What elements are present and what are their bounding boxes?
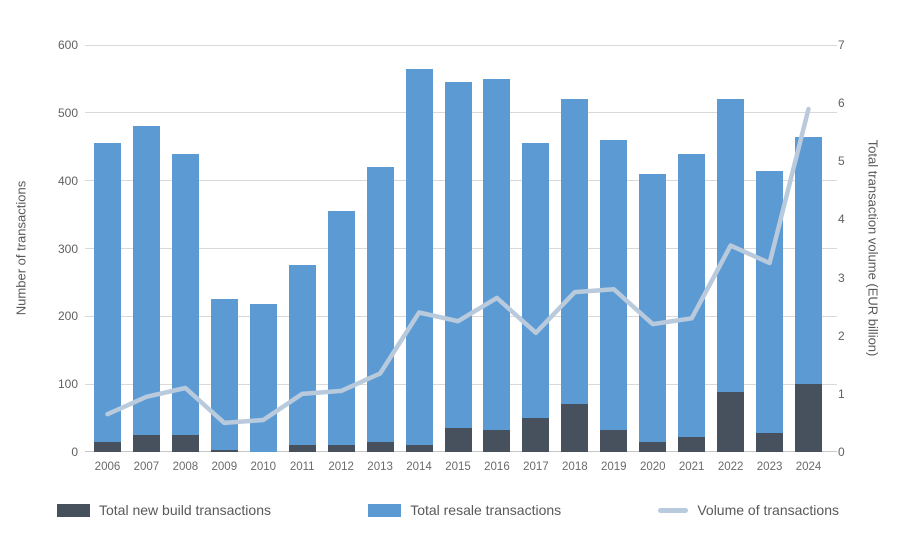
- bar-resale-2021: [678, 153, 706, 438]
- bar-resale-2020: [639, 173, 667, 442]
- x-axis-tick-2013: 2013: [367, 461, 393, 473]
- bar-new-build-2015: [444, 427, 472, 452]
- left-axis-title: Number of transactions: [13, 180, 29, 316]
- bar-resale-2024: [795, 136, 823, 385]
- x-axis-tick-2018: 2018: [562, 461, 588, 473]
- y-axis-left-tick-100: 100: [57, 377, 78, 392]
- bar-new-build-2019: [600, 429, 628, 452]
- bar-resale-2012: [327, 211, 355, 446]
- y-axis-left-tick-200: 200: [57, 309, 78, 324]
- bar-resale-2017: [522, 143, 550, 419]
- bar-new-build-2016: [483, 430, 511, 452]
- plot-area: [85, 44, 837, 452]
- new-build-swatch-icon: [57, 504, 90, 517]
- bar-new-build-2017: [522, 418, 550, 452]
- y-axis-left-tick-400: 400: [57, 173, 78, 188]
- x-axis-tick-2019: 2019: [600, 461, 627, 473]
- bar-resale-2006: [93, 143, 121, 442]
- y-axis-right-tick-0: 0: [838, 445, 845, 459]
- gridline: [85, 44, 837, 46]
- y-axis-left-tick-600: 600: [57, 38, 78, 52]
- bar-resale-2010: [249, 304, 277, 452]
- legend-item-volume: Volume of transactions: [658, 502, 839, 519]
- y-axis-right-tick-7: 7: [838, 38, 845, 52]
- x-axis-tick-2014: 2014: [406, 461, 432, 473]
- bar-resale-2007: [132, 126, 160, 436]
- volume-line: [105, 106, 811, 426]
- bar-new-build-2006: [93, 441, 121, 452]
- y-axis-right-tick-2: 2: [838, 328, 845, 343]
- bar-new-build-2023: [756, 433, 784, 452]
- x-axis-tick-2023: 2023: [756, 461, 783, 473]
- bar-new-build-2011: [288, 445, 316, 452]
- bar-resale-2019: [600, 139, 628, 430]
- x-axis-tick-2009: 2009: [211, 461, 238, 473]
- y-axis-left-tick-500: 500: [57, 105, 78, 120]
- y-axis-right-tick-5: 5: [838, 154, 845, 169]
- bar-resale-2011: [288, 265, 316, 446]
- bar-new-build-2008: [171, 435, 199, 452]
- x-axis-tick-2012: 2012: [328, 461, 354, 473]
- bar-new-build-2021: [678, 437, 706, 452]
- bar-resale-2015: [444, 82, 472, 428]
- volume-line-swatch-icon: [658, 508, 689, 513]
- y-axis-right-tick-4: 4: [838, 212, 845, 227]
- bar-new-build-2024: [795, 384, 823, 452]
- bar-new-build-2014: [405, 445, 433, 452]
- bar-new-build-2020: [639, 441, 667, 452]
- y-axis-left-tick-0: 0: [71, 445, 78, 459]
- x-axis-tick-2016: 2016: [484, 461, 510, 473]
- bar-resale-2014: [405, 68, 433, 446]
- y-axis-right-tick-3: 3: [838, 270, 845, 285]
- bar-new-build-2013: [366, 441, 394, 452]
- y-axis-right-tick-6: 6: [838, 96, 845, 111]
- legend-label-resale: Total resale transactions: [410, 502, 562, 518]
- right-axis-title: Total transaction volume (EUR billion): [865, 139, 881, 357]
- x-axis-tick-2007: 2007: [133, 461, 160, 473]
- x-axis-tick-2017: 2017: [523, 461, 549, 473]
- legend-label-volume: Volume of transactions: [697, 502, 839, 518]
- bar-new-build-2012: [327, 445, 355, 452]
- bar-resale-2013: [366, 167, 394, 442]
- x-axis-tick-2011: 2011: [289, 461, 315, 473]
- bar-new-build-2018: [561, 403, 589, 452]
- legend: Total new build transactions Total resal…: [57, 502, 839, 519]
- bar-resale-2016: [483, 78, 511, 431]
- bar-resale-2018: [561, 99, 589, 404]
- x-axis-tick-2015: 2015: [445, 461, 471, 473]
- x-axis-tick-2021: 2021: [678, 461, 705, 473]
- x-axis-tick-2020: 2020: [639, 461, 666, 473]
- legend-item-resale: Total resale transactions: [368, 502, 561, 519]
- bar-new-build-2022: [717, 392, 745, 452]
- x-axis-tick-2008: 2008: [172, 461, 199, 473]
- legend-item-new-build: Total new build transactions: [57, 502, 271, 519]
- legend-label-new-build: Total new build transactions: [99, 502, 271, 518]
- x-axis-tick-2006: 2006: [94, 461, 121, 473]
- bar-new-build-2009: [210, 449, 238, 452]
- y-axis-right-tick-1: 1: [838, 386, 845, 401]
- bar-new-build-2007: [132, 435, 160, 452]
- x-axis-tick-2022: 2022: [717, 461, 744, 473]
- bar-resale-2023: [756, 170, 784, 434]
- x-axis-tick-2024: 2024: [795, 461, 822, 473]
- y-axis-left-tick-300: 300: [57, 241, 78, 256]
- resale-swatch-icon: [368, 504, 402, 517]
- x-axis-tick-2010: 2010: [250, 461, 277, 473]
